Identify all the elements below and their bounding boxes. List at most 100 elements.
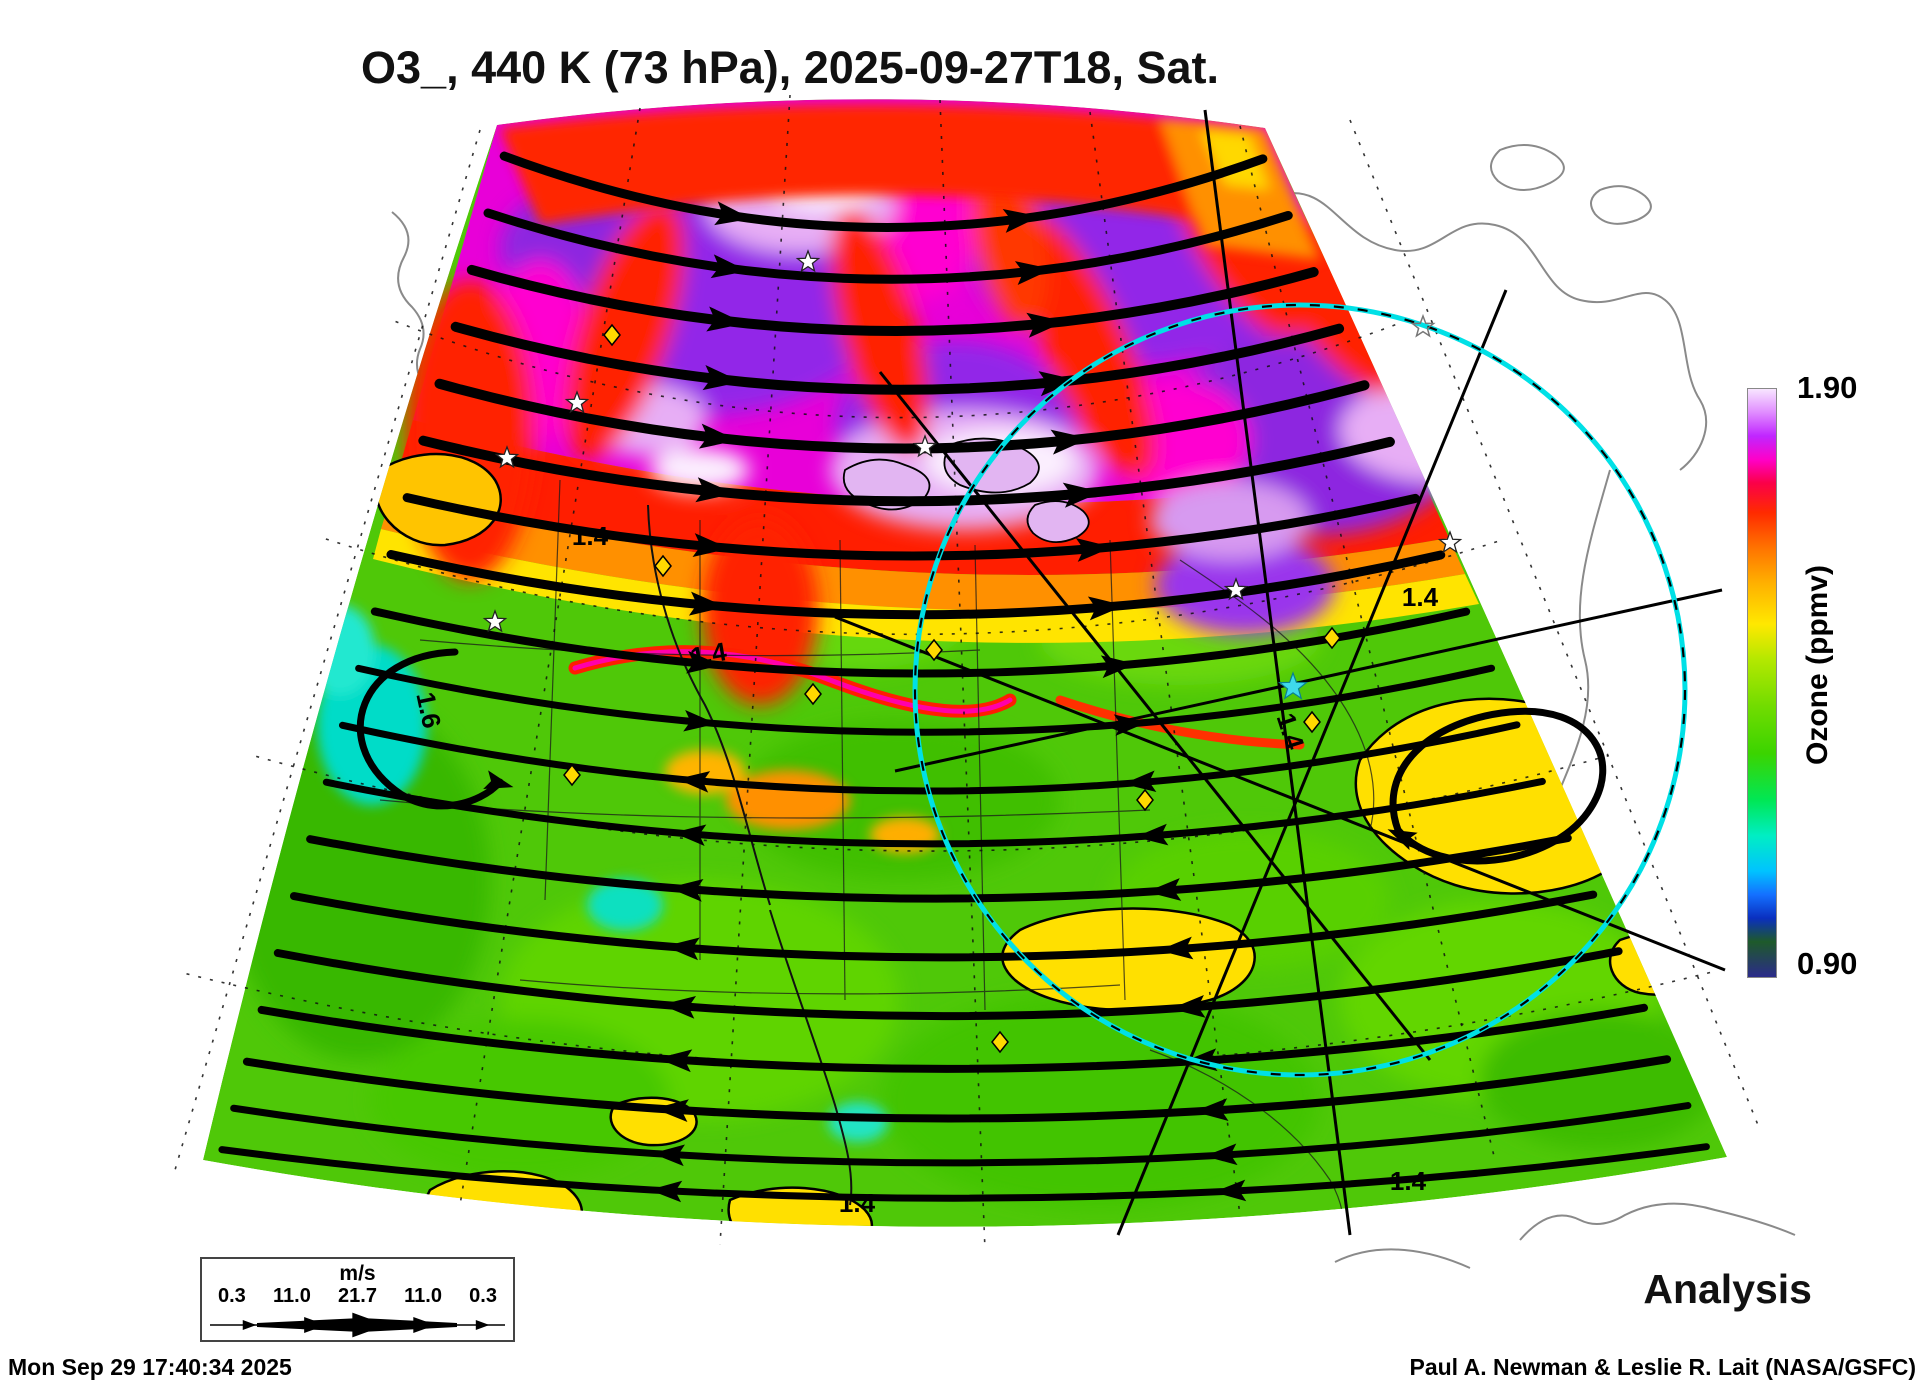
- wind-streamline: [499, 151, 1268, 232]
- wind-scale-arrowhead: [475, 1320, 490, 1330]
- wind-tick-label: 11.0: [404, 1285, 442, 1307]
- streamline-arrowhead: [1014, 261, 1053, 285]
- coastline-cuba: [1519, 1202, 1796, 1241]
- contour-label: 1.4: [1402, 582, 1439, 612]
- wind-streamline: [289, 890, 1598, 962]
- coastline-arctic-island: [1490, 144, 1565, 191]
- streamline-arrowhead: [1050, 429, 1090, 455]
- streamline-arrowhead: [1193, 1098, 1229, 1121]
- wind-scale-arrowhead: [242, 1320, 257, 1330]
- wind-arrow-scale: [210, 1312, 505, 1338]
- streamline-arrowhead: [1213, 1179, 1247, 1202]
- wind-eddy: [1389, 707, 1607, 865]
- wind-streamline: [218, 1143, 1710, 1202]
- station-diamond-marker: [603, 323, 621, 347]
- streamline-arrowhead: [651, 1144, 685, 1167]
- streamline-arrowhead: [1146, 878, 1182, 901]
- streamline-arrowhead: [1204, 1143, 1238, 1166]
- streamline-arrowhead: [668, 878, 704, 902]
- observation-star-marker: [1437, 530, 1463, 554]
- wind-speed-legend: m/s 0.3 11.0 21.7 11.0 0.3: [200, 1257, 515, 1342]
- cross-section-line: [1203, 109, 1352, 1236]
- streamline-arrowhead: [706, 306, 746, 332]
- cross-section-line: [834, 615, 1726, 972]
- observation-star-marker: [482, 609, 508, 633]
- streamline-arrowhead: [654, 1099, 689, 1123]
- wind-streamline: [273, 947, 1623, 1021]
- wind-streamline: [418, 435, 1395, 507]
- colorbar-max-label: 1.90: [1797, 370, 1858, 405]
- graticule-meridian: [459, 107, 641, 1206]
- station-diamond-marker: [925, 638, 943, 662]
- streamline-arrowhead: [695, 477, 735, 503]
- colorbar: [1747, 388, 1777, 978]
- contour-label: 1.4: [688, 636, 729, 672]
- streamline-arrowhead: [673, 824, 707, 846]
- streamline-arrowhead: [1135, 823, 1169, 846]
- generation-timestamp: Mon Sep 29 17:40:34 2025: [8, 1354, 292, 1380]
- cross-section-line: [1116, 289, 1508, 1236]
- wind-eddy: [356, 648, 504, 810]
- wind-tick-labels: 0.3 11.0 21.7 11.0 0.3: [202, 1285, 513, 1308]
- top-edge-red-band: [500, 104, 1320, 260]
- streamline-arrowhead: [1123, 770, 1157, 793]
- station-markers-layer: [482, 249, 1463, 1054]
- wind-streamline: [322, 777, 1546, 848]
- range-circle-layer: [912, 302, 1688, 1078]
- range-circle-dashes: [913, 303, 1687, 1077]
- graticule-parallel: [186, 970, 1714, 1069]
- graticule-parallel: [255, 754, 1609, 852]
- wind-tick-label: 0.3: [218, 1285, 246, 1307]
- wind-streamline: [434, 378, 1370, 454]
- streamline-arrowhead: [483, 770, 514, 789]
- wind-tick-label: 0.3: [469, 1285, 497, 1307]
- streamline-arrowhead: [1026, 312, 1066, 338]
- wind-tick-label: 21.7: [338, 1285, 377, 1307]
- station-diamond-marker: [991, 1030, 1009, 1054]
- station-diamond-marker: [654, 554, 672, 578]
- coastline-alaska: [391, 211, 426, 388]
- streamline-arrowhead: [1038, 371, 1078, 397]
- streamline-arrowhead: [702, 365, 742, 391]
- station-diamond-marker: [563, 763, 581, 787]
- wind-streamline: [370, 607, 1471, 678]
- wind-scale-arrowhead: [413, 1316, 436, 1334]
- wind-streamline: [386, 550, 1446, 620]
- streamline-arrowhead: [698, 423, 738, 449]
- analysis-label: Analysis: [1643, 1266, 1812, 1312]
- streamline-arrowhead: [649, 1180, 683, 1203]
- station-diamond-marker: [804, 682, 822, 706]
- wind-streamline: [483, 208, 1293, 284]
- observation-star-marker: [1223, 577, 1249, 601]
- graticule-parallel: [325, 538, 1504, 636]
- outline-star-marker: [1410, 313, 1436, 338]
- streamline-arrowhead: [661, 995, 697, 1019]
- wind-streamline: [450, 321, 1345, 395]
- circle-center-star-marker: [1278, 671, 1308, 700]
- streamline-arrowhead: [1158, 936, 1194, 960]
- streamline-arrowhead: [1062, 482, 1102, 508]
- wind-tick-label: 11.0: [273, 1285, 311, 1307]
- streamline-arrowhead: [1387, 829, 1418, 851]
- station-diamond-marker: [1303, 710, 1321, 734]
- wind-streamline: [242, 1055, 1672, 1123]
- wind-streamline: [230, 1102, 1692, 1167]
- streamline-arrowhead: [686, 650, 722, 674]
- wind-streamline: [306, 834, 1572, 903]
- contour-label: 1.4: [839, 1188, 876, 1218]
- contour-label: 1.6: [410, 689, 447, 731]
- streamline-arrowhead: [1075, 538, 1113, 562]
- wind-streamline: [355, 664, 1496, 736]
- colorbar-axis-label: Ozone (ppmv): [1801, 565, 1834, 765]
- wind-scale-arrowhead: [304, 1316, 327, 1334]
- streamline-arrowhead: [1087, 596, 1125, 621]
- station-diamond-marker: [1136, 788, 1154, 812]
- observation-star-marker: [795, 249, 821, 273]
- streamline-arrowhead: [657, 1049, 693, 1073]
- graticule-meridian: [1349, 119, 1761, 1131]
- streamline-arrowhead: [714, 201, 752, 226]
- graticule-meridian: [174, 129, 481, 1171]
- streamline-arrowhead: [692, 533, 730, 558]
